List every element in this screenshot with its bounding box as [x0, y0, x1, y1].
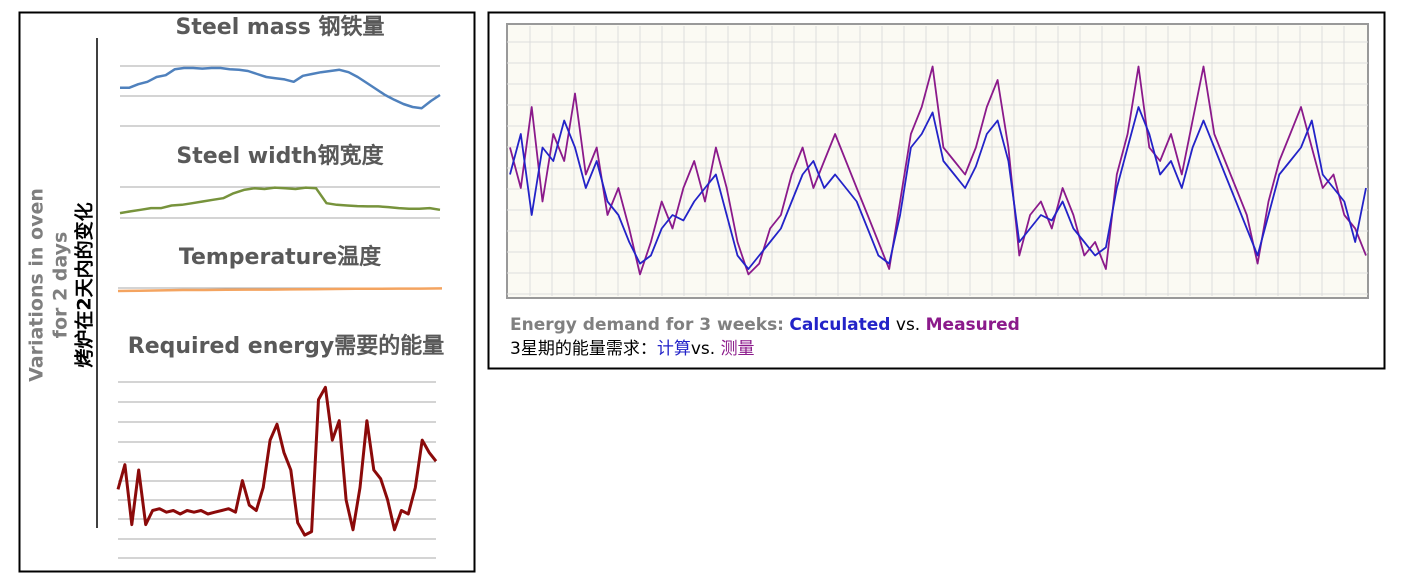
legend-entry: Calculated: [789, 315, 890, 335]
side-label: Variations in oven for 2 days 烤炉在2天内的变化: [26, 188, 96, 382]
left-frame: [18, 11, 476, 573]
caption-vs: vs.: [691, 339, 715, 359]
right-frame: [487, 11, 1386, 370]
caption-vs: vs.: [896, 315, 920, 335]
legend-entry-zh: 测量: [721, 339, 755, 359]
caption-subtitle: 3星期的能量需求：: [510, 339, 657, 359]
chart-title: Steel width钢宽度: [176, 143, 384, 169]
legend-entry: Measured: [926, 315, 1020, 335]
data-line: [117, 287, 443, 293]
legend-entry-zh: 计算: [657, 339, 691, 359]
side-label-line: Variations in oven: [26, 188, 48, 382]
data-line: [509, 65, 1367, 276]
chart-title: Steel mass 钢铁量: [175, 14, 384, 40]
data-line: [120, 66, 441, 110]
caption-title: Energy demand for 3 weeks:: [510, 315, 784, 335]
chart-title: Required energy需要的能量: [128, 333, 444, 359]
data-line: [116, 385, 438, 537]
caption-zh: 3星期的能量需求：计算vs. 测量: [510, 339, 755, 359]
data-line: [119, 186, 441, 215]
data-line: [509, 106, 1367, 270]
side-label-zh: 烤炉在2天内的变化: [73, 202, 96, 367]
side-label-line: for 2 days: [50, 232, 72, 339]
chart-title: Temperature温度: [179, 244, 382, 270]
caption: Energy demand for 3 weeks: Calculated vs…: [510, 315, 1020, 335]
